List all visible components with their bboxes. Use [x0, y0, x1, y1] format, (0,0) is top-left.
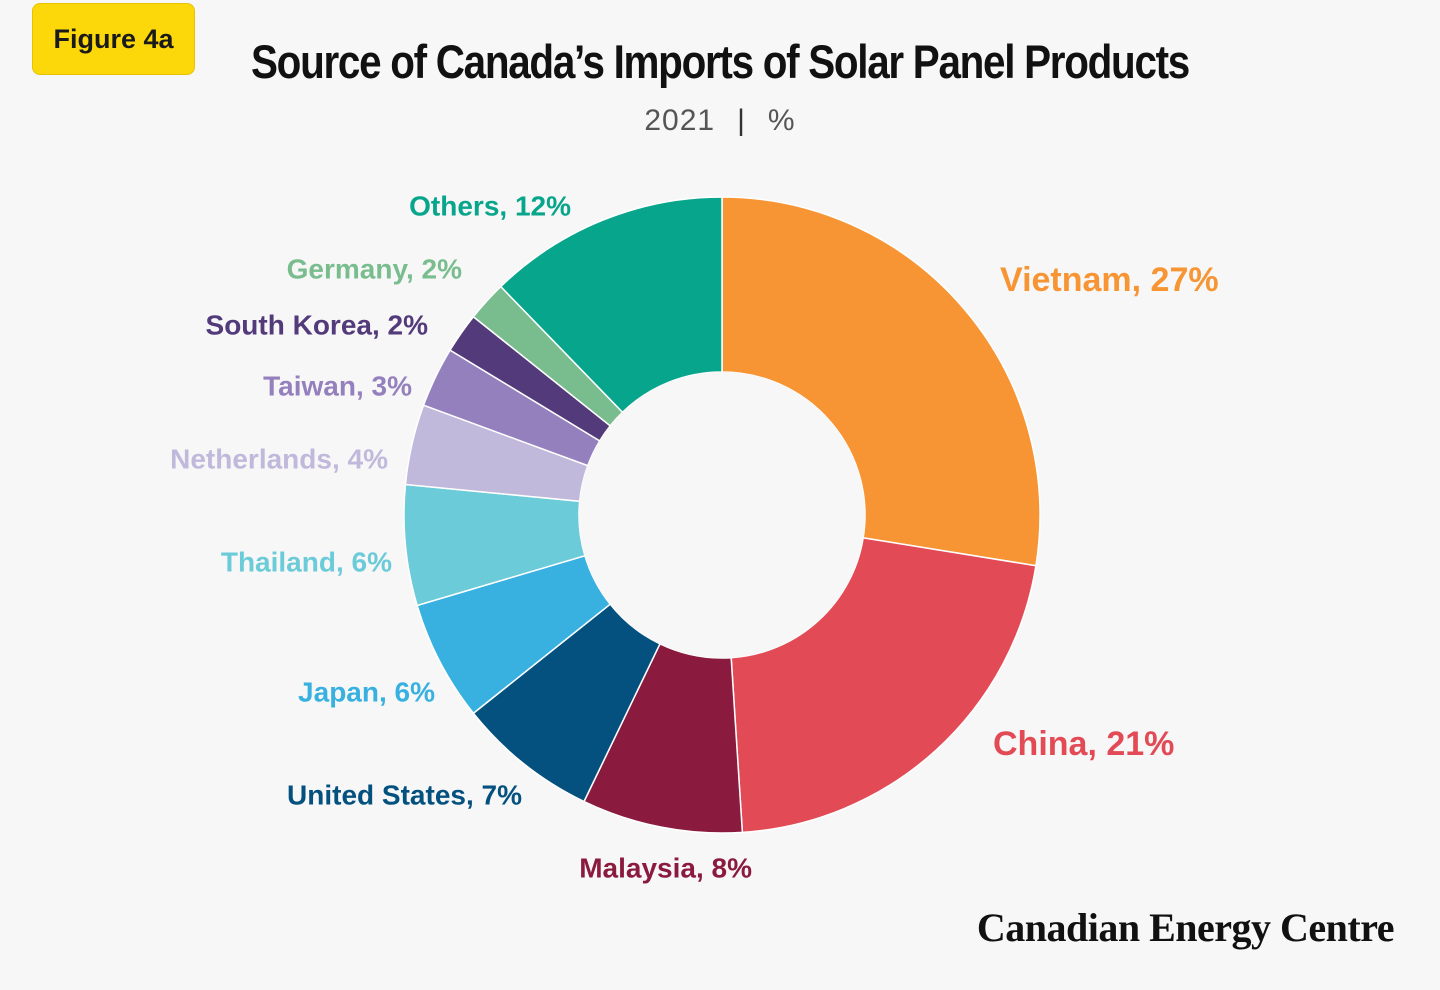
label-netherlands: Netherlands, 4% [170, 443, 388, 474]
label-germany: Germany, 2% [287, 253, 462, 284]
label-south-korea: South Korea, 2% [206, 309, 429, 340]
chart-subtitle: 2021 |% [0, 104, 1440, 138]
label-thailand: Thailand, 6% [221, 546, 392, 577]
donut-hole [579, 372, 865, 658]
subtitle-year: 2021 [644, 104, 716, 137]
subtitle-separator: | [737, 104, 746, 137]
chart-title: Source of Canada’s Imports of Solar Pane… [251, 35, 1190, 88]
label-taiwan: Taiwan, 3% [263, 370, 412, 401]
label-china: China, 21% [993, 725, 1174, 763]
figure-badge: Figure 4a [32, 3, 195, 75]
label-united-states: United States, 7% [287, 779, 522, 810]
label-others: Others, 12% [409, 190, 571, 221]
subtitle-unit: % [767, 104, 796, 137]
figure-badge-label: Figure 4a [53, 23, 174, 54]
label-vietnam: Vietnam, 27% [1000, 261, 1219, 299]
brand-logo-text: Canadian Energy Centre [976, 905, 1395, 950]
label-malaysia: Malaysia, 8% [579, 852, 752, 883]
label-japan: Japan, 6% [298, 676, 435, 707]
